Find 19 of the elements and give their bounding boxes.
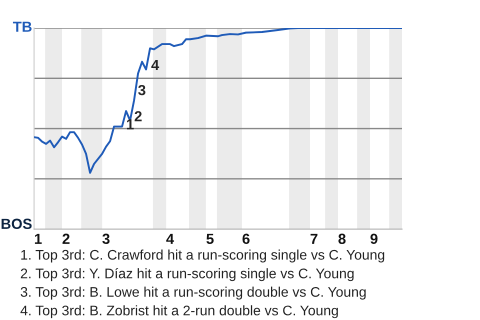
x-tick-label: 9 [370,234,378,244]
text: 3. Top 3rd: B. Lowe hit a run-scoring double vs C. Young [20,286,366,300]
annotation: 3 [138,84,146,96]
x-tick-label: 4 [166,234,174,244]
x-tick-label: 6 [242,234,250,244]
x-tick-label: 2 [62,234,70,244]
text: TB [12,22,32,32]
x-tick-label: 1 [34,234,42,244]
x-tick-label: 3 [102,234,110,244]
annotation: 1 [126,119,134,130]
text: 1. Top 3rd: C. Crawford hit a run-scoring single vs C. Young [21,250,384,262]
text: 4. Top 3rd: B. Zobrist hit a 2-run double vs C. Young [20,305,338,318]
x-tick-label: 8 [338,234,346,244]
x-tick-label: 7 [310,234,318,244]
annotation: 2 [134,111,142,122]
text: BOS [2,218,32,230]
text: 2. Top 3rd: Y. Díaz hit a run-scoring single vs C. Young [20,268,354,282]
x-tick-label: 5 [206,234,214,244]
annotation: 4 [151,60,160,70]
